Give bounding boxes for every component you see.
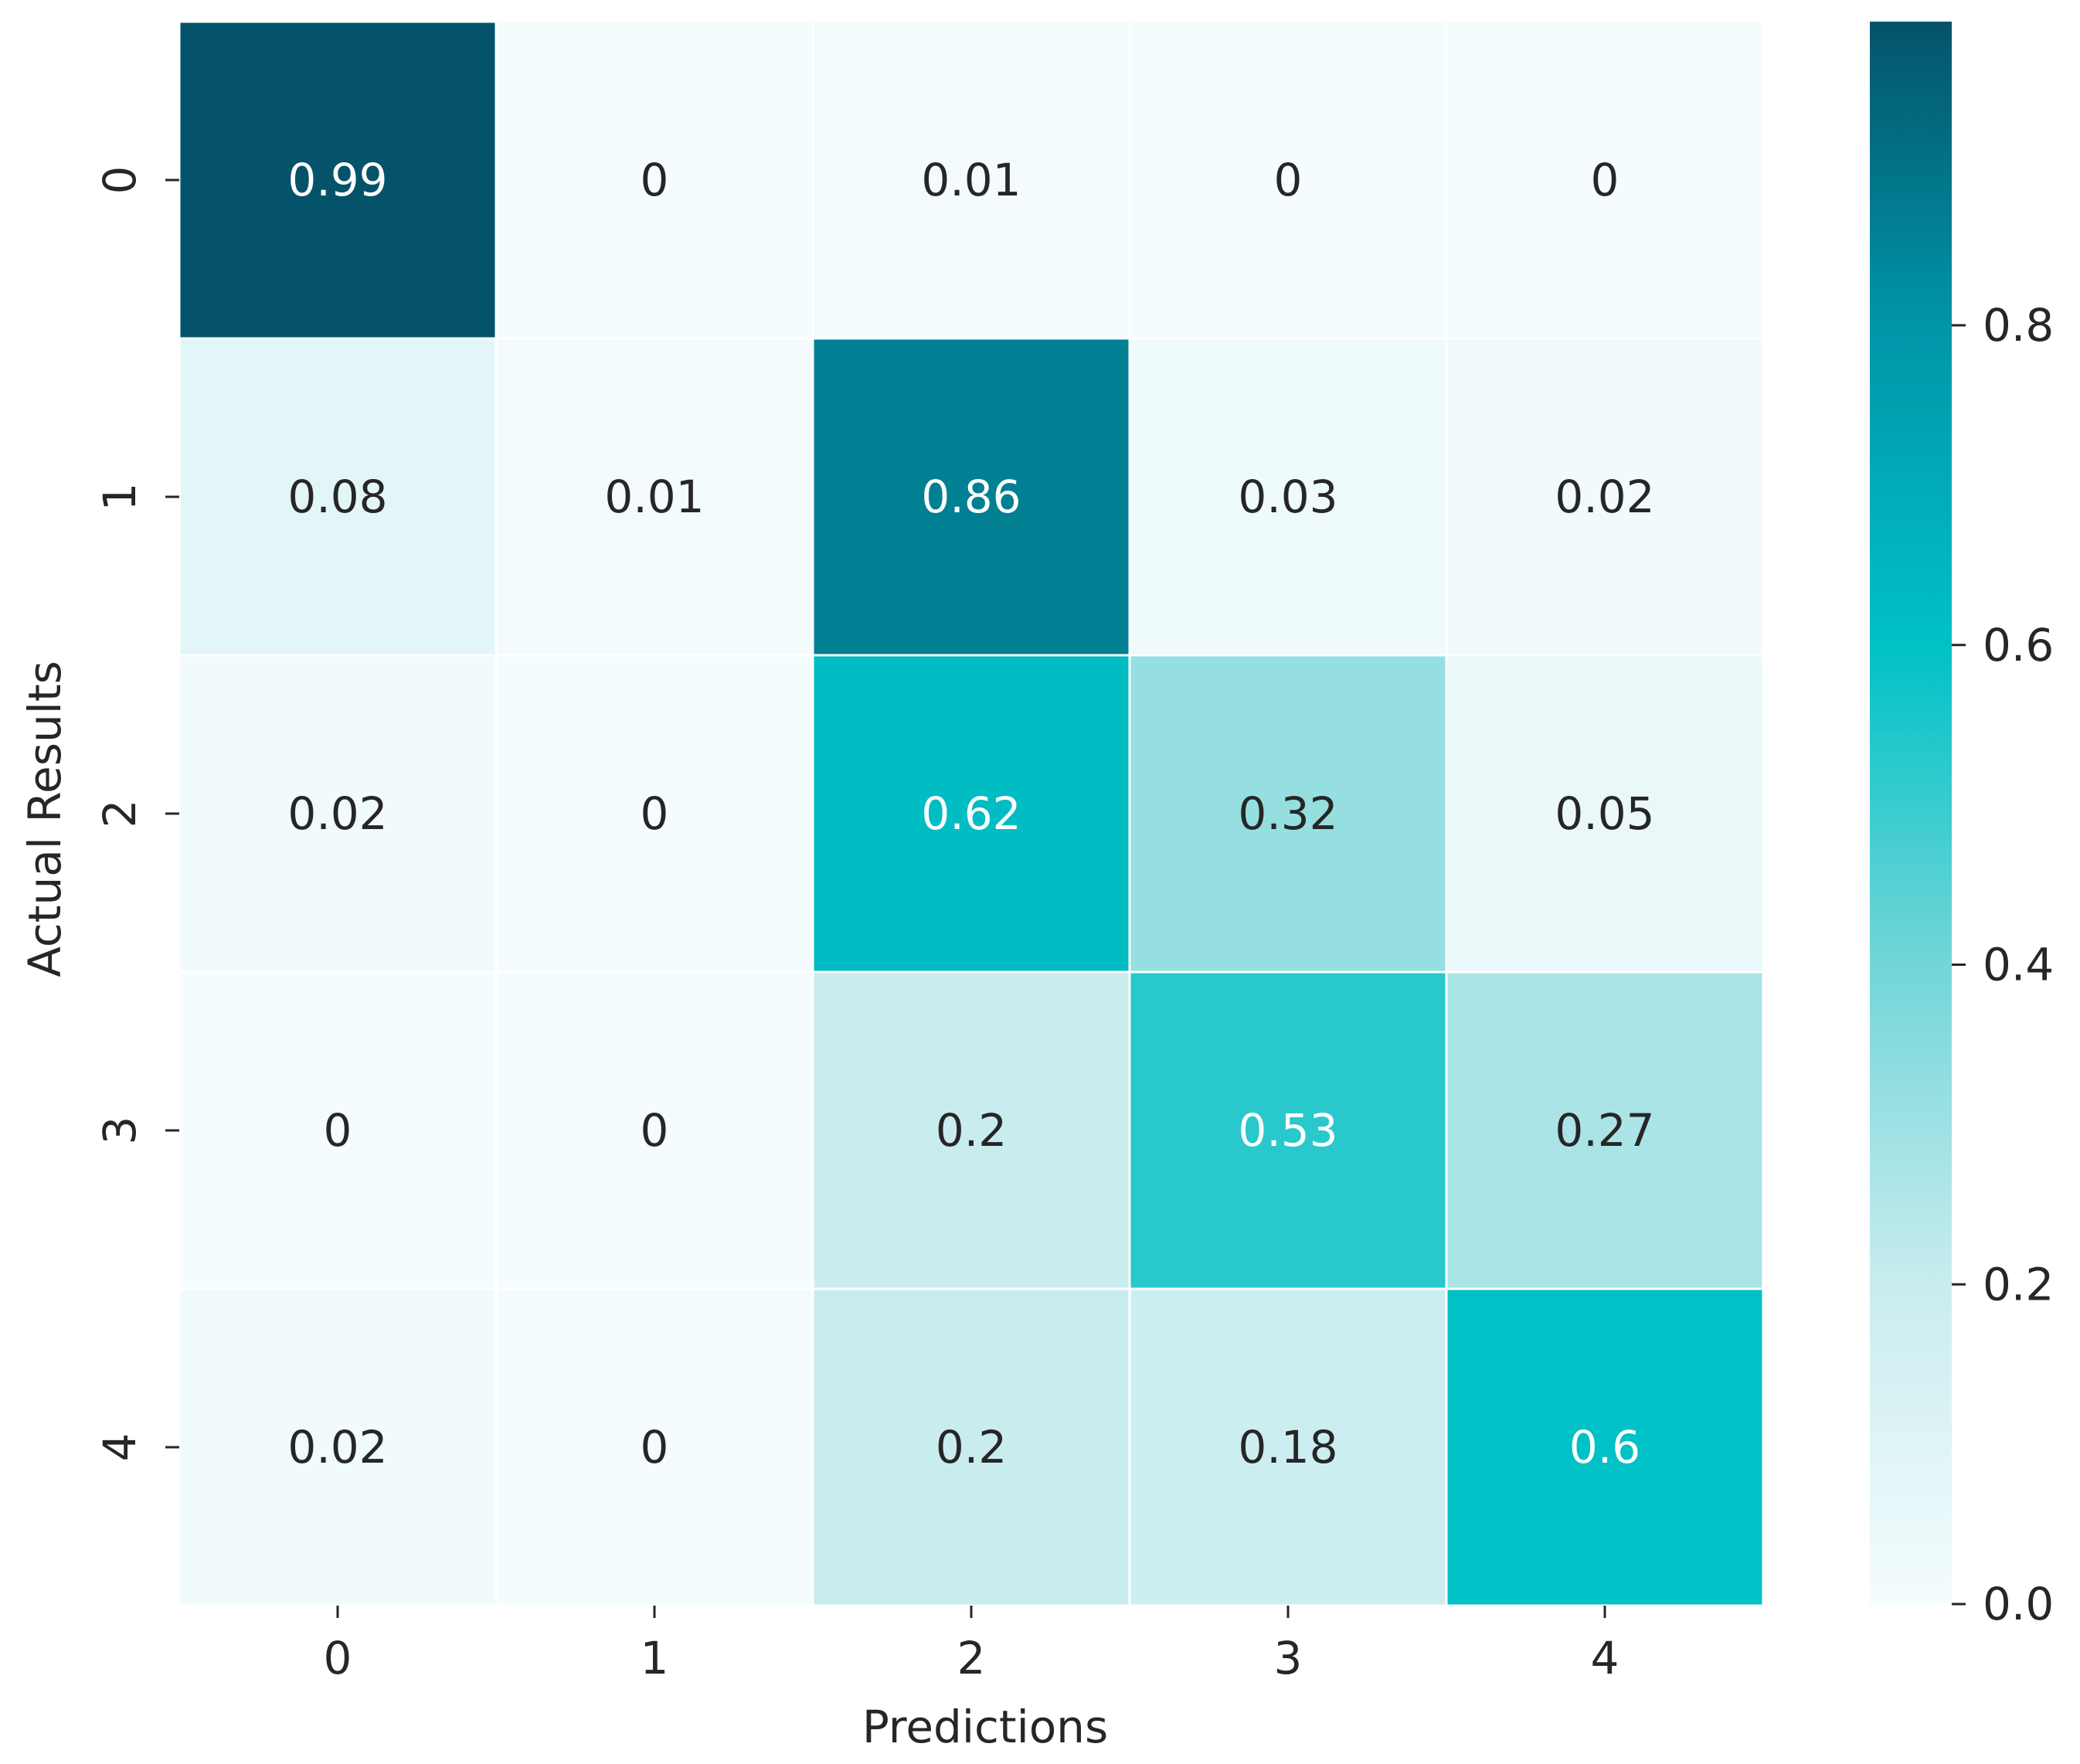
cell-value-label: 0.62: [921, 787, 1021, 840]
x-tick-label: 2: [957, 1632, 986, 1684]
cell-value-label: 0.2: [936, 1421, 1007, 1473]
cell-value-label: 0.02: [287, 1421, 387, 1473]
heatmap-cells: [178, 20, 1765, 1607]
cell-value-label: 0.99: [287, 154, 387, 206]
cell-value-label: 0.18: [1238, 1421, 1337, 1473]
heatmap-cell-r0-c3: [1128, 20, 1448, 340]
cell-value-label: 0.32: [1238, 787, 1337, 840]
y-tick-label: 3: [93, 1117, 146, 1145]
heatmap-cell-r3-c3: [1128, 970, 1448, 1290]
heatmap-cell-r2-c2: [811, 654, 1131, 974]
colorbar-tick-label: 0.4: [1983, 939, 2054, 991]
x-tick-label: 0: [324, 1632, 352, 1684]
heatmap-cell-r3-c4: [1445, 970, 1765, 1290]
colorbar-tick-label: 0.2: [1983, 1258, 2054, 1310]
heatmap-cell-r4-c2: [811, 1287, 1131, 1607]
y-axis-label: Actual Results: [19, 661, 71, 977]
cell-value-label: 0.01: [921, 154, 1021, 206]
cell-value-label: 0.6: [1569, 1421, 1640, 1473]
cell-value-label: 0.01: [604, 471, 704, 523]
heatmap-cell-r2-c3: [1128, 654, 1448, 974]
heatmap-cell-r4-c0: [178, 1287, 498, 1607]
heatmap-cell-r0-c4: [1445, 20, 1765, 340]
heatmap-cell-r2-c4: [1445, 654, 1765, 974]
x-tick-label: 1: [641, 1632, 669, 1684]
cell-value-label: 0: [1591, 154, 1619, 206]
heatmap-cell-r1-c4: [1445, 337, 1765, 657]
heatmap-cell-r0-c0: [178, 20, 498, 340]
cell-value-label: 0.03: [1238, 471, 1337, 523]
heatmap-cell-r1-c2: [811, 337, 1131, 657]
heatmap-cell-r3-c1: [495, 970, 814, 1290]
heatmap-cell-r4-c4: [1445, 1287, 1765, 1607]
y-tick-label: 0: [93, 166, 146, 195]
cell-value-label: 0: [1274, 154, 1303, 206]
x-tick-label: 3: [1274, 1632, 1303, 1684]
x-axis-label: Predictions: [862, 1701, 1108, 1753]
cell-value-label: 0.05: [1555, 787, 1654, 840]
cell-value-label: 0.86: [921, 471, 1021, 523]
cell-value-label: 0: [641, 154, 669, 206]
heatmap-cell-r3-c2: [811, 970, 1131, 1290]
x-tick-label: 4: [1591, 1632, 1619, 1684]
heatmap-cell-r4-c1: [495, 1287, 814, 1607]
cell-value-label: 0: [641, 1104, 669, 1157]
colorbar: 0.0 0.2 0.4 0.6 0.8: [1870, 22, 2054, 1630]
cell-value-label: 0.08: [287, 471, 387, 523]
colorbar-tick-label: 0.8: [1983, 299, 2054, 352]
heatmap-axes: 0 1 2 3 4 0 1 2 3 4: [93, 166, 1619, 1684]
y-tick-label: 2: [93, 800, 146, 828]
y-tick-label: 4: [93, 1433, 146, 1462]
cell-value-label: 0: [641, 787, 669, 840]
colorbar-tick-label: 0.6: [1983, 619, 2054, 671]
cell-value-label: 0.53: [1238, 1104, 1337, 1157]
colorbar-gradient: [1870, 22, 1952, 1604]
y-tick-label: 1: [93, 483, 146, 512]
cell-value-label: 0: [641, 1421, 669, 1473]
cell-value-label: 0: [324, 1104, 352, 1157]
cell-value-label: 0.02: [287, 787, 387, 840]
colorbar-tick-label: 0.0: [1983, 1578, 2054, 1630]
heatmap-cell-labels: 0.99 0 0.01 0 0 0.08 0.01 0.86 0.03 0.02 0.02 0 0.62…: [287, 154, 1654, 1473]
heatmap-cell-r2-c1: [495, 654, 814, 974]
cell-value-label: 0.02: [1555, 471, 1654, 523]
cell-value-label: 0.2: [936, 1104, 1007, 1157]
heatmap-cell-r0-c1: [495, 20, 814, 340]
cell-value-label: 0.27: [1555, 1104, 1654, 1157]
heatmap-cell-r0-c2: [811, 20, 1131, 340]
heatmap-cell-r1-c0: [178, 337, 498, 657]
